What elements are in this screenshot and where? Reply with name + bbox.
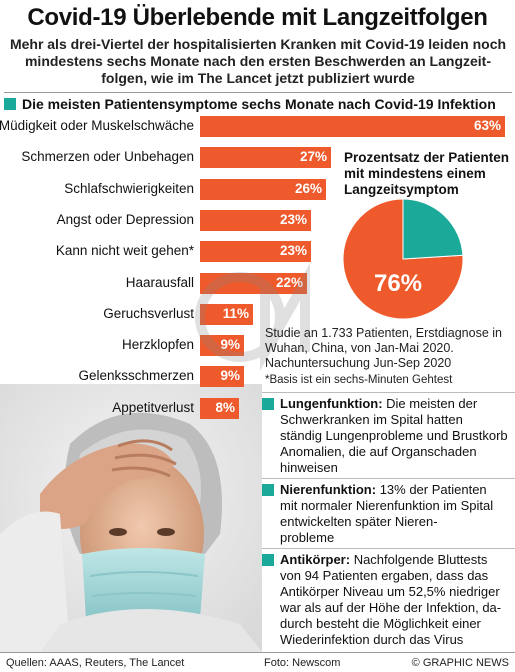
bar <box>200 116 505 137</box>
info-box-text: Wiederinfektion durch das Virus <box>280 632 464 647</box>
footer-sources: Quellen: AAAS, Reuters, The Lancet <box>6 657 185 669</box>
bar-value-label: 26% <box>294 180 322 196</box>
info-box-antibodies: Antikörper: Nachfolgende Bluttests von 9… <box>262 552 515 648</box>
bar <box>200 397 239 419</box>
teal-square-icon <box>262 554 274 566</box>
divider <box>262 392 515 393</box>
long-covid-pie-chart: 76% <box>342 198 464 320</box>
info-box-text: war als auf der Höhe der Infektion, da- <box>280 600 502 615</box>
info-box-heading: Nierenfunktion: <box>280 482 377 497</box>
bar-category-label: Appetitverlust <box>112 399 194 415</box>
bar <box>200 147 331 169</box>
bar-value-label: 8% <box>215 399 235 415</box>
study-note: Studie an 1.733 Patienten, Erstdiagnose … <box>265 326 513 371</box>
info-box-text: Schwerkranken im Spital hatten <box>280 412 463 427</box>
bar <box>200 303 253 325</box>
info-box-text: Anomalien, die auf Organschaden <box>280 444 477 459</box>
info-box-text: probleme <box>280 530 335 545</box>
bar <box>200 241 311 263</box>
woman-with-mask-photo <box>0 384 262 652</box>
footer-photo-credit: Foto: Newscom <box>264 657 341 669</box>
info-box-text: 13% der Patienten <box>379 482 487 497</box>
pie-value-label: 76% <box>374 270 422 297</box>
pie-chart-title: Prozentsatz der Patienten mit mindestens… <box>344 150 512 198</box>
section-heading: Die meisten Patientensymptome sechs Mona… <box>4 92 512 112</box>
divider <box>262 478 515 479</box>
teal-square-icon <box>262 484 274 496</box>
divider <box>262 548 515 549</box>
bar-value-label: 11% <box>222 305 249 321</box>
bar <box>200 178 326 200</box>
footer: Quellen: AAAS, Reuters, The Lancet Foto:… <box>0 652 515 672</box>
pie-slice-rest <box>402 198 464 260</box>
info-box-kidney: Nierenfunktion: 13% der Patienten mit no… <box>262 482 515 546</box>
bar <box>200 366 244 388</box>
info-box-lung: Lungenfunktion: Die meisten der Schwerkr… <box>262 396 515 476</box>
info-box-text: mit normaler Nierenfunktion im Spital <box>280 498 494 513</box>
page-title: Covid-19 Überlebende mit Langzeitfolgen <box>27 4 488 31</box>
bar-category-label: Haarausfall <box>125 274 194 290</box>
teal-square-icon <box>262 398 274 410</box>
study-note-line: Nachuntersuchung Jun-Sep 2020 <box>265 356 452 370</box>
info-box-text: entwickelten später Nieren- <box>280 514 438 529</box>
bar <box>200 272 307 294</box>
bar-category-label: Schmerzen oder Unbehagen <box>21 149 194 165</box>
page-subtitle: Mehr als drei-Viertel der hospitalisiert… <box>8 36 508 87</box>
info-box-text: ständig Lungenprobleme und Brustkorb <box>280 428 508 443</box>
section-title: Die meisten Patientensymptome sechs Mona… <box>22 95 496 112</box>
study-note-line: Studie an 1.733 Patienten, Erstdiagnose … <box>265 326 502 340</box>
bar-category-label: Herzklopfen <box>121 337 194 353</box>
subtitle-line: Mehr als drei-Viertel der hospitalisiert… <box>9 36 507 52</box>
pie-title-line: Langzeitsymptom <box>344 182 459 197</box>
bar-value-label: 27% <box>299 149 327 165</box>
bar-category-label: Gelenksschmerzen <box>78 368 194 384</box>
pie-title-line: Prozentsatz der Patienten <box>344 150 510 165</box>
bar-category-label: Müdigkeit oder Muskelschwäche <box>0 118 194 133</box>
info-box-text: Die meisten der <box>386 396 478 411</box>
bar-value-label: 22% <box>275 274 303 290</box>
bar <box>200 335 244 357</box>
info-box-heading: Lungenfunktion: <box>280 396 383 411</box>
bar-category-label: Geruchsverlust <box>103 305 194 321</box>
bar-value-label: 23% <box>279 243 307 259</box>
bar-value-label: 23% <box>279 211 307 227</box>
bar-value-label: 63% <box>473 118 501 133</box>
bar-value-label: 9% <box>220 368 240 384</box>
subtitle-line: mindestens sechs Monate nach den ersten … <box>24 53 491 69</box>
info-box-text: durch besteht die Möglichkeit einer <box>280 616 481 631</box>
info-box-heading: Antikörper: <box>280 552 351 567</box>
teal-square-icon <box>4 97 16 110</box>
bar <box>200 209 311 231</box>
bar-category-label: Angst oder Depression <box>56 211 194 227</box>
info-box-text: Antikörper Niveau um 52,5% niedriger <box>280 584 500 599</box>
pie-title-line: mit mindestens einem <box>344 166 486 181</box>
basis-footnote: *Basis ist ein sechs-Minuten Gehtest <box>265 374 453 386</box>
info-box-text: von 94 Patienten ergaben, dass das <box>280 568 489 583</box>
bar-category-label: Kann nicht weit gehen* <box>55 243 194 259</box>
bar-category-label: Schlafschwierigkeiten <box>64 180 194 196</box>
info-box-text: hinweisen <box>280 460 338 475</box>
bar-value-label: 9% <box>220 337 240 353</box>
study-note-line: Wuhan, China, von Jan-Mai 2020. <box>265 341 454 355</box>
info-box-text: Nachfolgende Bluttests <box>353 552 488 567</box>
footer-copyright: © GRAPHIC NEWS <box>411 657 509 669</box>
subtitle-line: folgen, wie im The Lancet jetzt publizie… <box>101 70 415 86</box>
